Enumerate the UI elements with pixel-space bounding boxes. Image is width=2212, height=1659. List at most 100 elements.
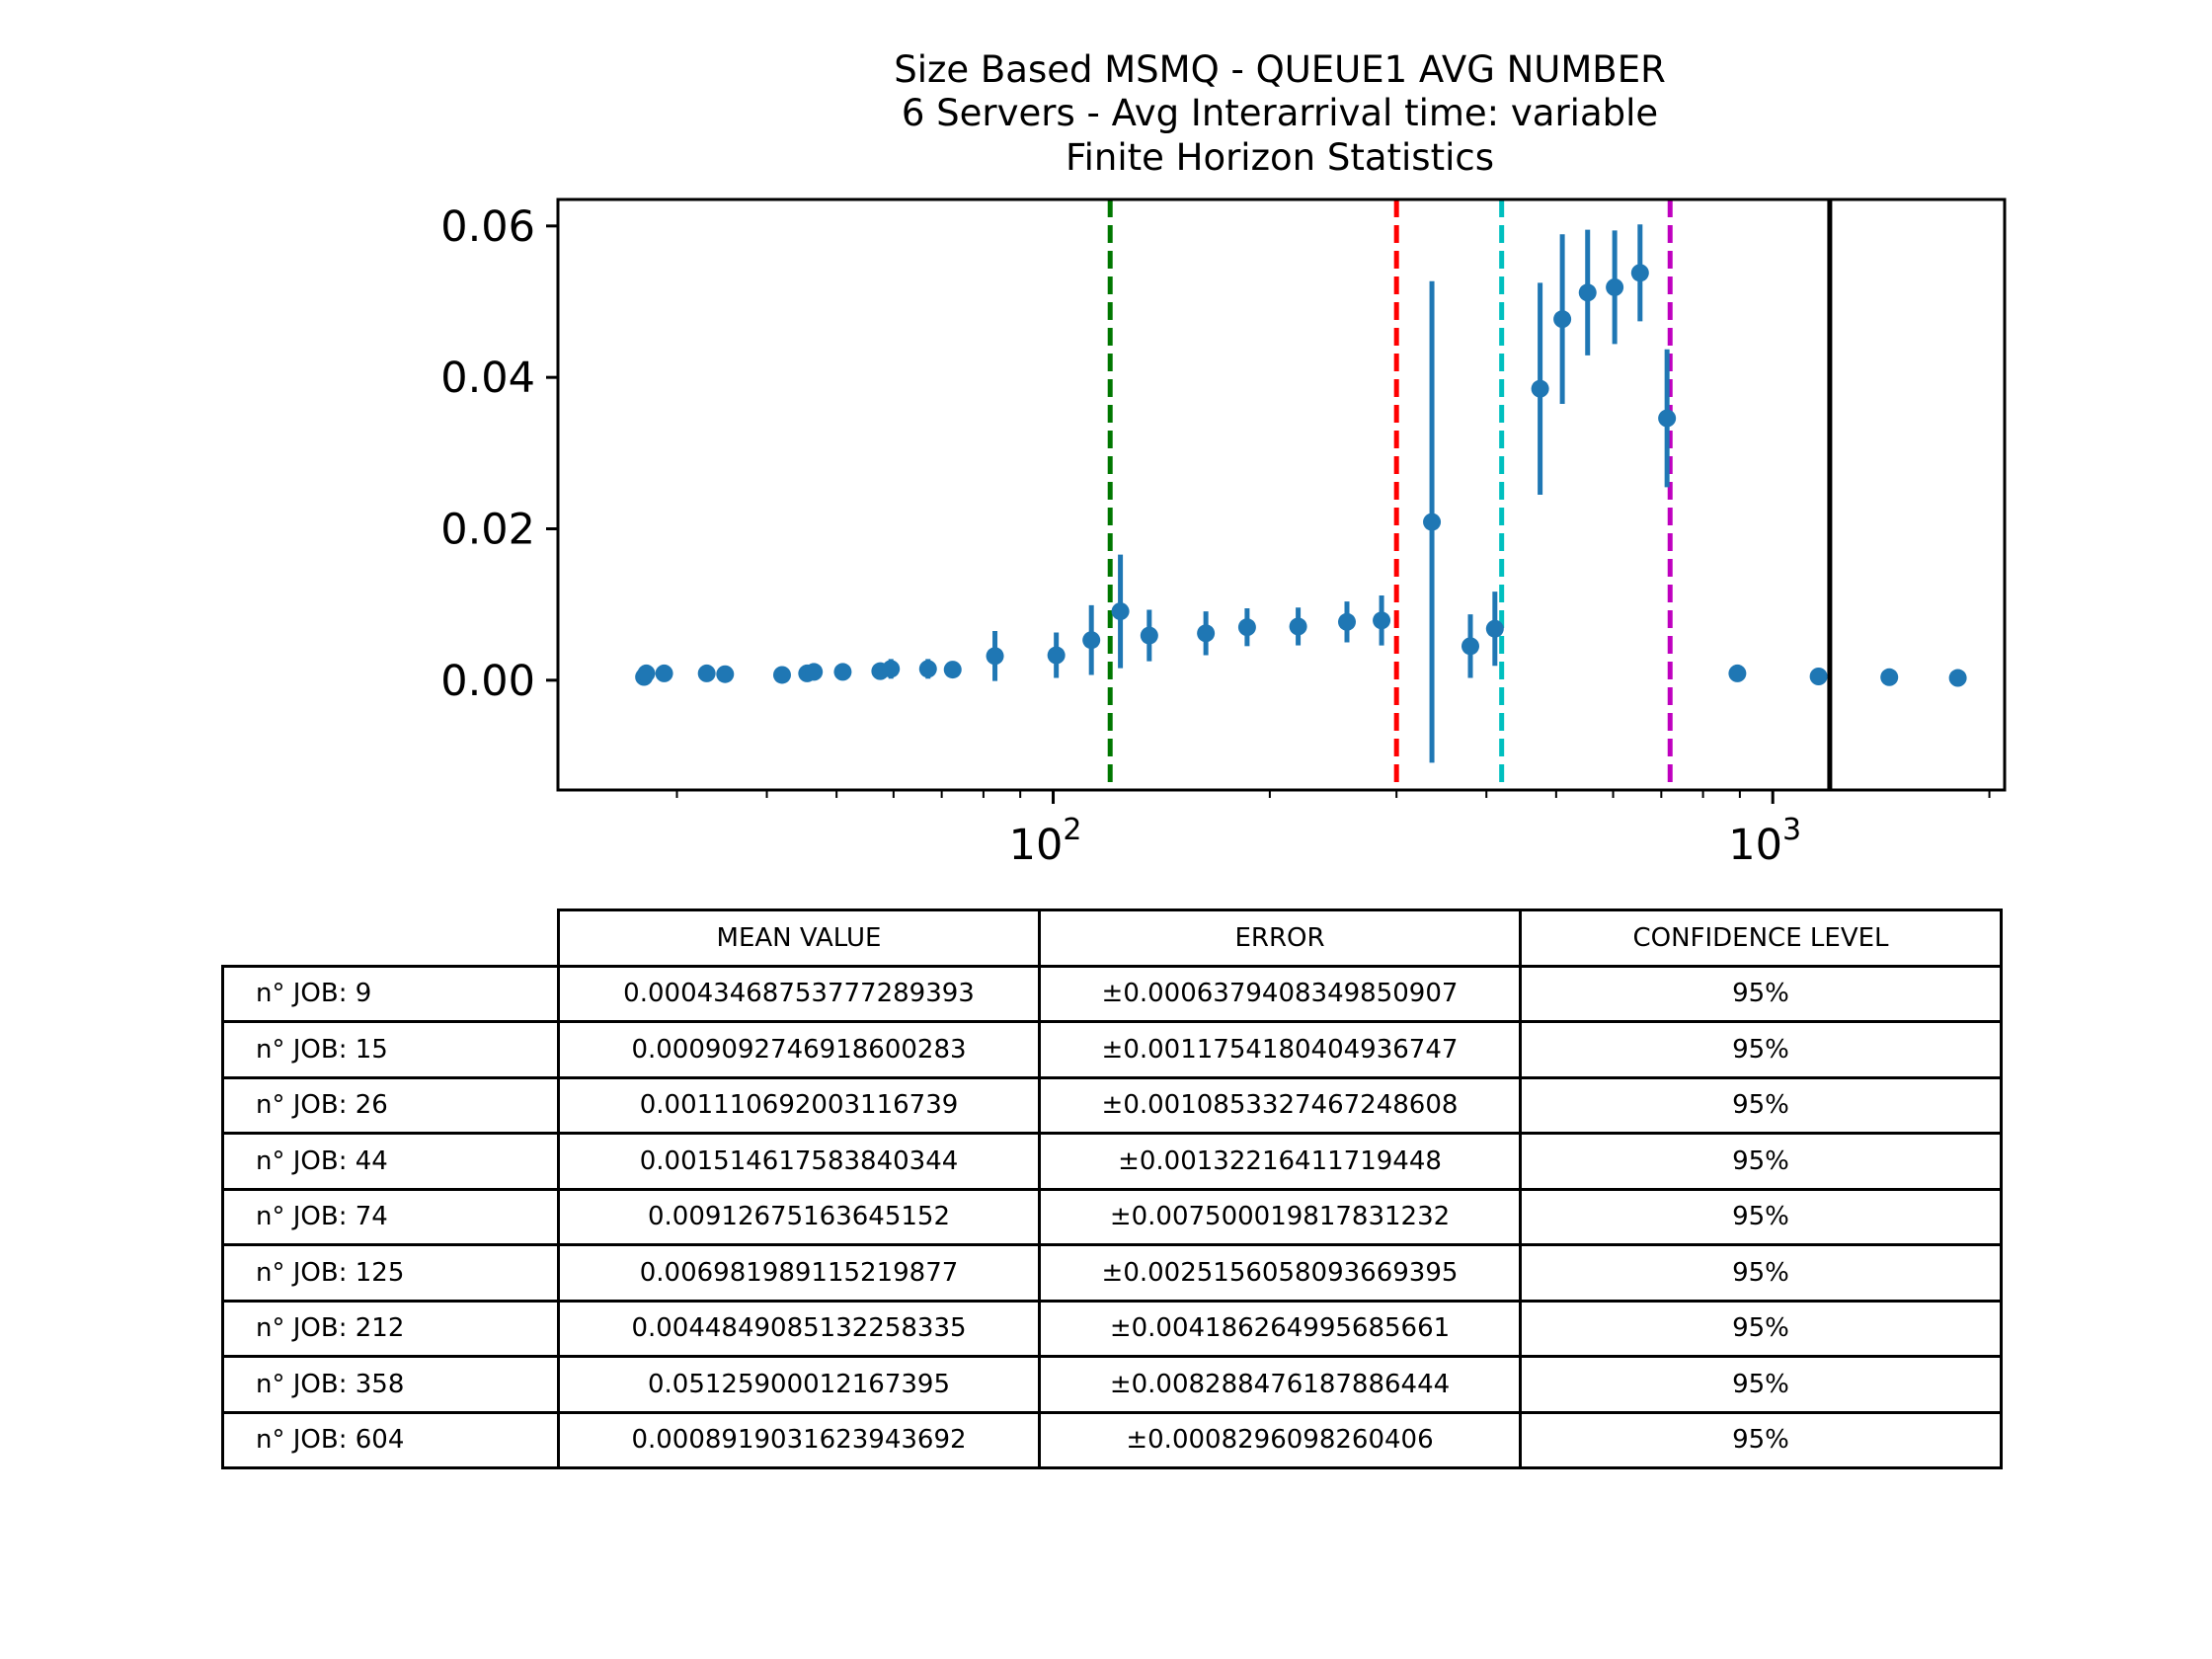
table-cell-confidence: 95% — [1519, 1075, 2003, 1135]
table-cell-mean: 0.0008919031623943692 — [557, 1410, 1041, 1469]
table-cell-error: ±0.0011754180404936747 — [1038, 1020, 1522, 1079]
table-cell-confidence: 95% — [1519, 1132, 2003, 1191]
table-row-label: n° JOB: 9 — [221, 964, 560, 1023]
chart-title: Size Based MSMQ - QUEUE1 AVG NUMBER 6 Se… — [894, 48, 1666, 179]
table-cell-confidence: 95% — [1519, 1355, 2003, 1414]
table-row: n° JOB: 604 0.0008919031623943692 ±0.00082… — [221, 1410, 2003, 1469]
table-cell-error: ±0.0010853327467248608 — [1038, 1075, 1522, 1135]
table-row: n° JOB: 125 0.006981989115219877 ±0.002515… — [221, 1243, 2003, 1303]
data-point — [1658, 409, 1677, 428]
table-header-confidence: CONFIDENCE LEVEL — [1519, 908, 2003, 968]
x-tick-exponent: 3 — [1782, 813, 1801, 847]
data-point — [805, 663, 824, 681]
table-cell-mean: 0.004484908513225833​5 — [557, 1299, 1041, 1358]
data-point — [1531, 379, 1549, 398]
table-cell-error: ±0.007500019817831232 — [1038, 1187, 1522, 1246]
data-point — [1578, 283, 1597, 302]
table-cell-mean: 0.00043468753777289393 — [557, 964, 1041, 1023]
data-point — [1809, 668, 1828, 685]
table-header-row: MEAN VALUE ERROR CONFIDENCE LEVEL — [223, 908, 2003, 968]
data-point — [1948, 669, 1967, 687]
axes-frame — [556, 198, 2007, 792]
table-cell-confidence: 95% — [1519, 1187, 2003, 1246]
table-cell-confidence: 95% — [1519, 1243, 2003, 1303]
table-row-label: n° JOB: 212 — [221, 1299, 560, 1358]
data-point — [1606, 277, 1624, 296]
table-row: n° JOB: 9 0.00043468753777289393 ±0.000637… — [221, 964, 2003, 1023]
x-tick-label: 102 — [1009, 813, 1082, 870]
table-row: n° JOB: 358 0.05125900012167395 ±0.0082884… — [221, 1355, 2003, 1414]
data-point — [1047, 646, 1066, 665]
table-cell-error: ±0.00132216411719448 — [1038, 1132, 1522, 1191]
data-point — [986, 647, 1004, 666]
table-row: n° JOB: 74 0.00912675163645152 ±0.00750001… — [221, 1187, 2003, 1246]
table-row-label: n° JOB: 26 — [221, 1075, 560, 1135]
data-point — [1289, 617, 1307, 636]
y-tick-label: 0.04 — [440, 354, 535, 403]
y-tick-label: 0.00 — [440, 657, 535, 706]
table-row-label: n° JOB: 44 — [221, 1132, 560, 1191]
data-point — [637, 664, 656, 682]
data-point — [833, 663, 852, 681]
data-point — [1553, 310, 1572, 329]
table-cell-error: ±0.004186264995685661 — [1038, 1299, 1522, 1358]
x-tick-base: 10 — [1728, 821, 1782, 870]
table-header-error: ERROR — [1038, 908, 1522, 968]
data-point — [772, 666, 791, 684]
data-point — [1237, 618, 1256, 637]
data-point — [1423, 513, 1442, 531]
chart-subtitle-line: 6 Servers - Avg Interarrival time: varia… — [902, 92, 1658, 134]
x-tick-exponent: 2 — [1063, 813, 1081, 847]
table-corner-cell — [223, 910, 559, 967]
data-point — [1880, 668, 1899, 686]
data-point — [1197, 624, 1216, 643]
chart-title-line: Size Based MSMQ - QUEUE1 AVG NUMBER — [894, 48, 1666, 91]
table-row: n° JOB: 15 0.0009092746918600283 ±0.001175… — [221, 1020, 2003, 1079]
table-cell-mean: 0.001110692003116739 — [557, 1075, 1041, 1135]
table-cell-mean: 0.00912675163645152 — [557, 1187, 1041, 1246]
table-cell-mean: 0.006981989115219877 — [557, 1243, 1041, 1303]
table-row: n° JOB: 44 0.001514617583840344 ±0.0013221… — [221, 1132, 2003, 1191]
data-point — [1337, 612, 1356, 631]
table-cell-mean: 0.0009092746918600283 — [557, 1020, 1041, 1079]
table-row-label: n° JOB: 15 — [221, 1020, 560, 1079]
chart: Size Based MSMQ - QUEUE1 AVG NUMBER 6 Se… — [440, 48, 2007, 870]
data-point — [1082, 631, 1101, 650]
table-cell-confidence: 95% — [1519, 1020, 2003, 1079]
x-tick-base: 10 — [1009, 821, 1064, 870]
table-row-label: n° JOB: 604 — [221, 1410, 560, 1469]
table-cell-error: ±0.0025156058093669395 — [1038, 1243, 1522, 1303]
data-point — [1485, 619, 1504, 638]
data-point — [697, 664, 716, 682]
table-row-label: n° JOB: 125 — [221, 1243, 560, 1303]
data-point — [1373, 611, 1391, 630]
table-cell-error: ±0.0008296098260406 — [1038, 1410, 1522, 1469]
chart-subtitle-line: Finite Horizon Statistics — [1066, 136, 1494, 179]
data-point — [882, 660, 901, 678]
table-cell-mean: 0.05125900012167395 — [557, 1355, 1041, 1414]
data-point — [1728, 664, 1747, 682]
table-header-mean: MEAN VALUE — [557, 908, 1041, 968]
table-cell-error: ±0.008288476187886444 — [1038, 1355, 1522, 1414]
data-point — [1111, 602, 1130, 621]
table-cell-confidence: 95% — [1519, 1299, 2003, 1358]
table-cell-mean: 0.001514617583840344 — [557, 1132, 1041, 1191]
table-cell-confidence: 95% — [1519, 964, 2003, 1023]
table-row: n° JOB: 26 0.001110692003116739 ±0.0010853… — [221, 1075, 2003, 1135]
statistics-table: MEAN VALUE ERROR CONFIDENCE LEVEL n° JOB… — [221, 908, 2003, 1469]
table-row-label: n° JOB: 74 — [221, 1187, 560, 1246]
table-row-label: n° JOB: 358 — [221, 1355, 560, 1414]
y-tick-label: 0.02 — [440, 506, 535, 555]
table-cell-confidence: 95% — [1519, 1410, 2003, 1469]
table-row: n° JOB: 212 0.004484908513225833​5 ±0.0041… — [221, 1299, 2003, 1358]
data-point — [655, 664, 673, 682]
table-cell-error: ±0.0006379408349850907 — [1038, 964, 1522, 1023]
data-point — [1140, 626, 1158, 645]
data-point — [918, 660, 937, 678]
y-tick-label: 0.06 — [440, 202, 535, 252]
x-tick-label: 103 — [1728, 813, 1801, 870]
data-point — [716, 665, 735, 683]
data-point — [1630, 264, 1649, 282]
data-point — [1461, 637, 1479, 656]
